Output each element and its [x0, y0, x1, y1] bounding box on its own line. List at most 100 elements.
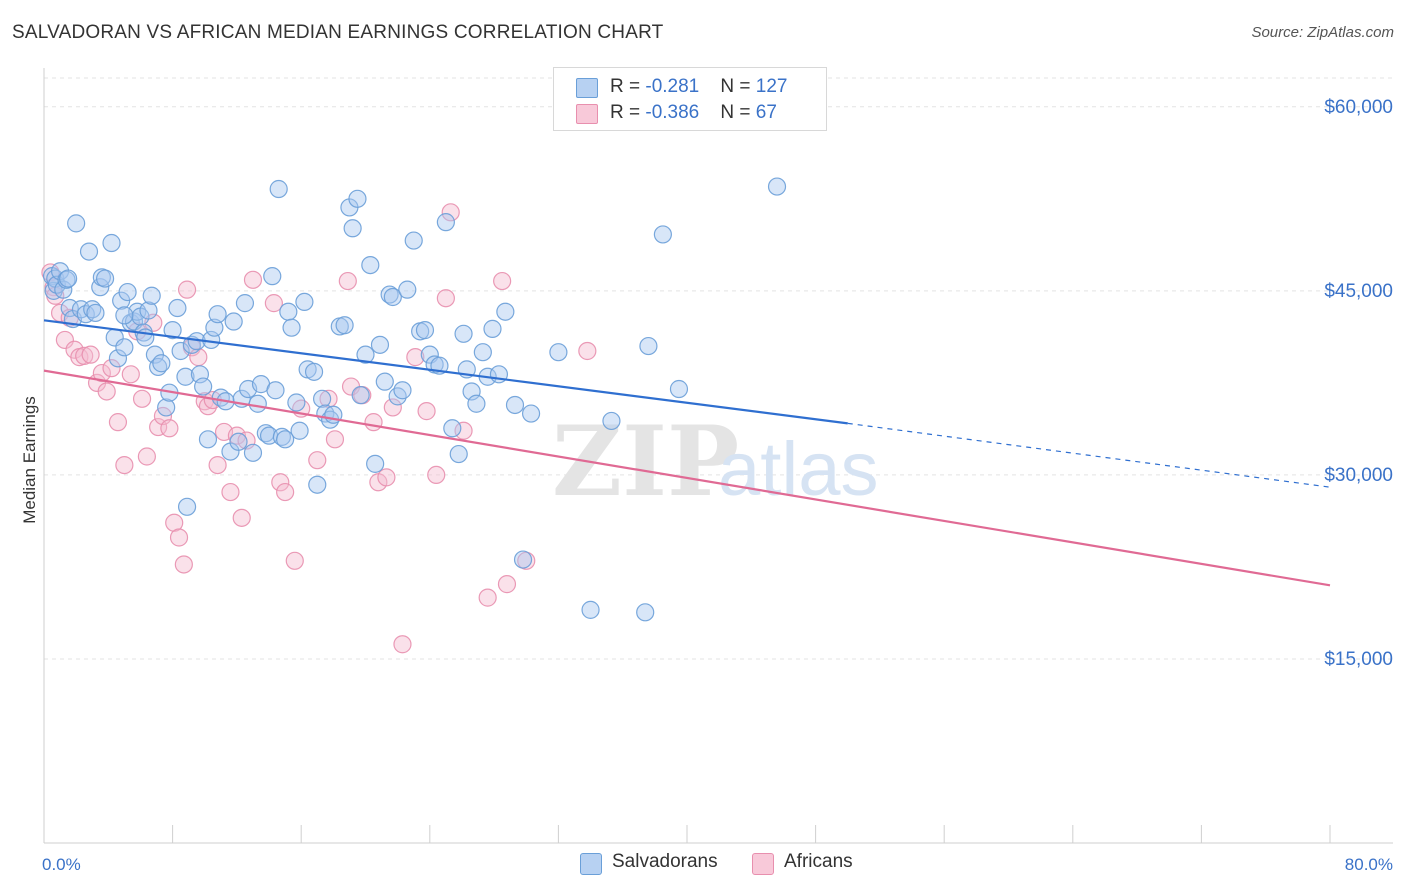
- african-point: [377, 468, 396, 487]
- legend-n-value-africans: 67: [755, 102, 777, 123]
- chart-title: SALVADORAN VS AFRICAN MEDIAN EARNINGS CO…: [12, 22, 664, 43]
- salvadoran-point: [348, 189, 367, 208]
- y-tick-labels: $15,000 $30,000 $45,000 $60,000: [1324, 97, 1393, 670]
- legend-r-label: R =: [610, 102, 646, 123]
- bottom-legend-label-salvadorans: Salvadorans: [612, 851, 718, 872]
- salvadoran-point: [152, 354, 171, 373]
- salvadoran-point: [505, 395, 525, 415]
- african-point: [165, 513, 184, 532]
- salvadoran-point: [86, 303, 105, 323]
- salvadoran-point: [243, 443, 263, 462]
- salvadoran-point: [95, 269, 115, 288]
- salvadoran-point: [54, 280, 73, 299]
- african-point: [271, 473, 290, 492]
- salvadoran-point: [343, 219, 362, 238]
- salvadoran-point: [496, 302, 515, 321]
- salvadoran-point: [404, 231, 423, 250]
- salvadoran-point: [380, 285, 399, 304]
- salvadoran-point: [205, 318, 224, 337]
- salvadoran-point: [375, 372, 394, 391]
- african-point: [102, 359, 121, 378]
- salvadoran-point: [398, 280, 417, 299]
- y-axis-title: Median Earnings: [20, 396, 39, 524]
- african-point: [393, 635, 412, 654]
- salvadoran-point: [370, 335, 390, 354]
- bottom-legend-label-africans: Africans: [784, 851, 853, 872]
- african-point: [285, 551, 304, 570]
- salvadoran-point: [235, 294, 255, 313]
- salvadoran-point: [449, 444, 468, 464]
- legend-n-label: N =: [720, 76, 756, 97]
- salvadoran-point: [335, 316, 354, 335]
- african-point: [325, 430, 345, 449]
- african-point: [92, 363, 111, 383]
- salvadoran-point: [521, 404, 541, 423]
- salvadoran-point: [59, 269, 78, 288]
- african-point: [97, 382, 116, 401]
- salvadoran-point: [115, 338, 134, 357]
- african-trend-line: [43, 369, 1331, 587]
- african-point: [169, 528, 189, 547]
- salvadoran-point: [454, 324, 473, 343]
- african-point: [454, 421, 473, 440]
- african-point: [264, 294, 283, 313]
- salvadoran-point: [194, 377, 213, 396]
- salvadoran-point: [473, 343, 492, 362]
- african-point: [208, 455, 227, 475]
- trend-lines: [43, 319, 1331, 587]
- legend-r-label: R =: [610, 76, 646, 97]
- african-point: [132, 389, 152, 408]
- salvadoran-point: [549, 343, 568, 362]
- salvadoran-point: [176, 367, 195, 386]
- salvadoran-point: [361, 255, 380, 275]
- salvadoran-point: [279, 302, 298, 321]
- african-point: [55, 330, 74, 350]
- salvadoran-point: [393, 381, 412, 400]
- salvadoran-point: [282, 318, 301, 337]
- salvadoran-points: [42, 177, 787, 622]
- african-point: [174, 555, 193, 574]
- african-point: [227, 426, 246, 445]
- watermark: ZIP atlas: [552, 405, 879, 518]
- african-point: [81, 345, 100, 364]
- salvadoran-point: [171, 341, 190, 361]
- salvadoran-point: [443, 419, 462, 438]
- legend-r-value-salvadorans: -0.281: [645, 76, 700, 97]
- african-point: [276, 482, 295, 502]
- salvadoran-point: [653, 225, 672, 244]
- x-tick-labels: 0.0% 80.0%: [42, 855, 1393, 874]
- salvadoran-point: [229, 432, 248, 451]
- salvadoran-point: [79, 242, 99, 261]
- salvadoran-point: [269, 179, 288, 199]
- african-point: [578, 341, 597, 361]
- chart-source: Source: ZipAtlas.com: [1251, 24, 1394, 41]
- salvadoran-point: [224, 312, 243, 331]
- salvadoran-point: [383, 287, 402, 307]
- salvadoran-point: [157, 398, 176, 417]
- salvadoran-trend-extension: [847, 422, 1331, 488]
- salvadoran-point: [263, 267, 282, 286]
- african-point: [383, 398, 402, 417]
- african-point: [364, 413, 383, 432]
- african-points: [41, 203, 597, 654]
- african-point: [493, 271, 512, 291]
- african-point: [427, 465, 446, 485]
- salvadoran-point: [767, 177, 787, 196]
- x-tick-min: 0.0%: [42, 855, 81, 874]
- salvadoran-point: [356, 345, 375, 364]
- salvadoran-point: [312, 389, 332, 408]
- watermark-atlas: atlas: [718, 427, 879, 512]
- salvadoran-point: [602, 411, 621, 431]
- african-point: [436, 289, 455, 308]
- salvadoran-point: [308, 475, 327, 494]
- salvadoran-point: [513, 550, 533, 569]
- salvadoran-point: [102, 233, 121, 253]
- legend-n-label: N =: [720, 102, 756, 123]
- african-point: [137, 447, 156, 466]
- salvadoran-point: [366, 454, 385, 473]
- african-point: [108, 413, 128, 432]
- salvadoran-point: [108, 349, 128, 368]
- salvadoran-point: [168, 298, 187, 318]
- salvadoran-point: [287, 393, 306, 412]
- salvadoran-point: [118, 282, 137, 302]
